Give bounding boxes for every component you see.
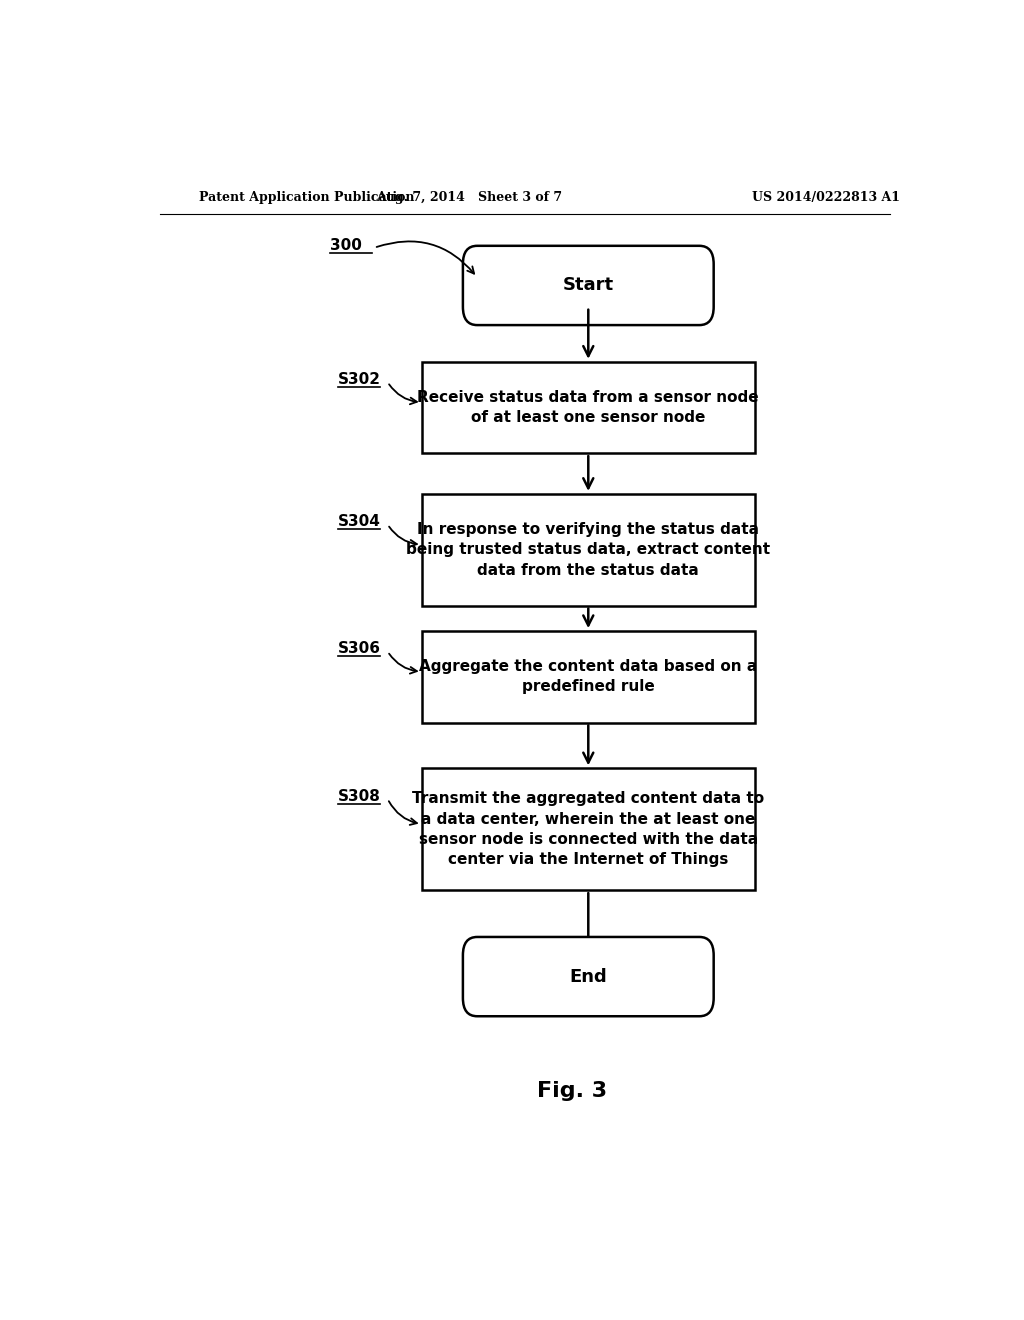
FancyBboxPatch shape xyxy=(422,494,755,606)
Text: 300: 300 xyxy=(331,238,362,253)
Text: In response to verifying the status data
being trusted status data, extract cont: In response to verifying the status data… xyxy=(407,521,770,578)
Text: Aug. 7, 2014   Sheet 3 of 7: Aug. 7, 2014 Sheet 3 of 7 xyxy=(376,190,562,203)
Text: Aggregate the content data based on a
predefined rule: Aggregate the content data based on a pr… xyxy=(419,659,758,694)
Text: S308: S308 xyxy=(338,789,381,804)
FancyBboxPatch shape xyxy=(463,937,714,1016)
Text: US 2014/0222813 A1: US 2014/0222813 A1 xyxy=(753,190,900,203)
Text: S302: S302 xyxy=(338,372,381,387)
Text: Receive status data from a sensor node
of at least one sensor node: Receive status data from a sensor node o… xyxy=(418,389,759,425)
Text: S304: S304 xyxy=(338,515,381,529)
Text: S306: S306 xyxy=(338,642,381,656)
FancyBboxPatch shape xyxy=(422,631,755,722)
Text: End: End xyxy=(569,968,607,986)
FancyBboxPatch shape xyxy=(422,362,755,453)
FancyBboxPatch shape xyxy=(463,246,714,325)
FancyBboxPatch shape xyxy=(422,768,755,890)
Text: Fig. 3: Fig. 3 xyxy=(538,1081,607,1101)
Text: Transmit the aggregated content data to
a data center, wherein the at least one
: Transmit the aggregated content data to … xyxy=(413,791,764,867)
Text: Start: Start xyxy=(563,276,613,294)
Text: Patent Application Publication: Patent Application Publication xyxy=(200,190,415,203)
